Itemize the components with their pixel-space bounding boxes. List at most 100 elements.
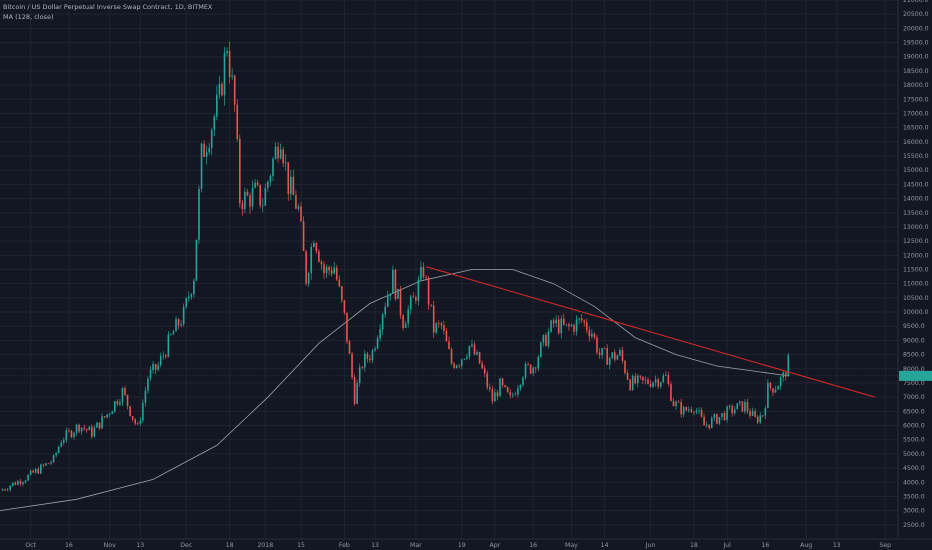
candle-body — [335, 267, 338, 280]
candle-body — [665, 375, 667, 376]
price-axis[interactable]: 2500.0 3000.0 3500.0 4000.0 4500.0 5000.0 5500… — [903, 0, 929, 529]
candle-body — [91, 426, 93, 437]
candle-body — [96, 422, 98, 428]
candle-body — [131, 416, 134, 420]
candle-body — [254, 182, 256, 188]
symbol-title[interactable]: Bitcoin / US Dollar Perpetual Inverse Sw… — [3, 3, 213, 11]
candle-body — [527, 363, 529, 365]
price-tick-label: 4500.0 — [903, 465, 925, 472]
price-tick-label: 11500.0 — [903, 267, 929, 274]
candle-body — [407, 309, 409, 324]
candle-body — [557, 319, 560, 334]
candle-body — [779, 377, 782, 387]
price-tick-label: 6000.0 — [903, 423, 925, 430]
candle-body — [159, 356, 162, 366]
price-tick-label: 17500.0 — [903, 96, 929, 103]
candle-body — [509, 392, 512, 396]
price-tick-label: 16500.0 — [903, 125, 929, 132]
candle-body — [236, 104, 239, 139]
candle-body — [654, 379, 657, 383]
candle-body — [144, 390, 147, 403]
resistance-trendline[interactable] — [425, 266, 876, 398]
candle-body — [394, 269, 397, 300]
candle-body — [37, 469, 40, 474]
candle-body — [680, 402, 682, 415]
candle-body — [787, 355, 790, 377]
candle-body — [514, 394, 517, 396]
candle-body — [165, 355, 167, 357]
time-tick-label: 13 — [371, 542, 379, 549]
candle-body — [458, 365, 461, 367]
price-tick-label: 17000.0 — [903, 110, 929, 117]
candle-body — [121, 388, 124, 403]
candle-body — [440, 323, 443, 326]
candle-body — [231, 75, 233, 77]
time-axis[interactable]: Oct 16 Nov 13 Dec 18 2018 15 Feb 13 Mar 19 Apr 16 May 1… — [25, 542, 891, 549]
candle-body — [101, 416, 103, 429]
candle-body — [70, 430, 73, 438]
time-tick-label: 16 — [529, 542, 537, 549]
candle-body — [338, 279, 341, 287]
candle-body — [634, 376, 637, 384]
candle-body — [639, 375, 642, 377]
candle-body — [315, 243, 318, 252]
candle-body — [749, 411, 751, 416]
candle-body — [506, 386, 509, 393]
price-tick-label: 19500.0 — [903, 40, 929, 47]
candle-body — [195, 239, 198, 281]
indicator-label[interactable]: MA (128, close) — [3, 13, 54, 21]
candle-body — [297, 206, 300, 209]
price-tick-label: 11000.0 — [903, 281, 929, 288]
candle-body — [466, 356, 468, 359]
candle-body — [330, 270, 333, 274]
candle-body — [55, 452, 57, 456]
candle-body — [22, 482, 24, 485]
candle-body — [473, 344, 476, 355]
candle-body — [111, 411, 114, 414]
candle-body — [68, 430, 70, 432]
candle-body — [386, 295, 389, 307]
candle-body — [746, 402, 749, 412]
candle-body — [741, 401, 744, 412]
candle-body — [739, 401, 741, 404]
time-tick-label: May — [565, 542, 578, 549]
price-tick-label: 18000.0 — [903, 82, 929, 89]
candle-body — [384, 306, 387, 315]
candle-body — [358, 367, 361, 383]
candle-body — [672, 400, 675, 407]
price-tick-label: 9000.0 — [903, 337, 925, 344]
candle-body — [353, 377, 356, 404]
candle-body — [302, 221, 305, 251]
moving-average-line — [0, 269, 789, 511]
trendline-layer[interactable] — [425, 266, 876, 398]
candle-body — [328, 267, 330, 271]
candle-body — [583, 320, 586, 323]
candle-body — [284, 162, 287, 164]
candle-body — [80, 427, 83, 432]
candle-body — [782, 372, 784, 378]
time-tick-label: Feb — [339, 542, 350, 549]
price-tick-label: 3000.0 — [903, 508, 925, 515]
candle-body — [203, 143, 205, 157]
candle-body — [415, 297, 417, 301]
time-tick-label: Dec — [180, 542, 193, 549]
candle-body — [29, 470, 32, 475]
candle-body — [547, 331, 550, 347]
candle-body — [325, 267, 328, 274]
candle-body — [149, 370, 152, 379]
candle-body — [402, 315, 404, 328]
candle-body — [177, 319, 180, 326]
candle-body — [499, 378, 501, 397]
candle-body — [392, 269, 394, 294]
price-tick-label: 19000.0 — [903, 54, 929, 61]
candle-body — [346, 312, 348, 342]
candle-body — [619, 350, 621, 356]
candle-body — [700, 410, 703, 417]
last-price-badge-layer — [0, 370, 932, 381]
candle-body — [272, 158, 274, 176]
candle-body — [397, 288, 399, 300]
price-tick-label: 5000.0 — [903, 451, 925, 458]
candle-body — [774, 389, 777, 393]
time-tick-label: 16 — [65, 542, 73, 549]
